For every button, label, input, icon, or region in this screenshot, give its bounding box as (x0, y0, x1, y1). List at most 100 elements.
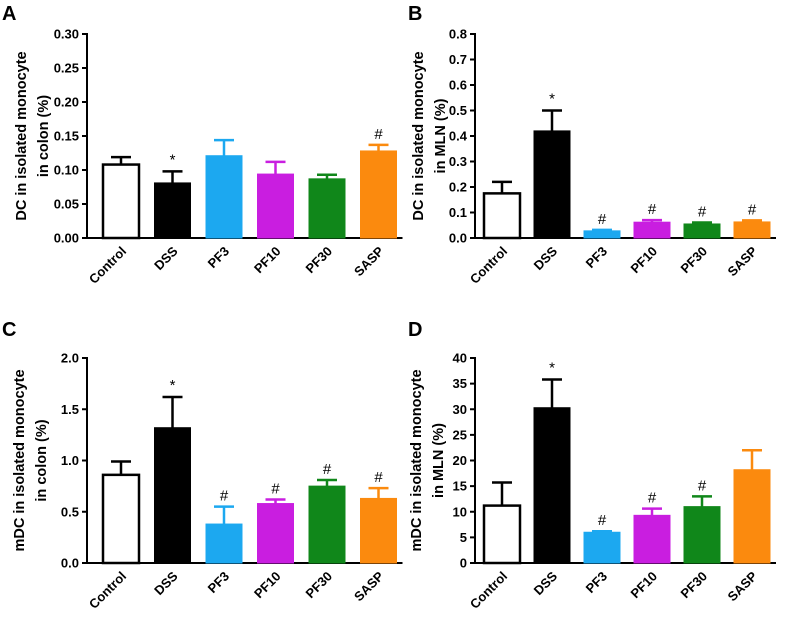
significance-mark-b-pf30: # (698, 203, 707, 220)
y-tick-label-d: 40 (453, 351, 467, 366)
category-label-d-control: Control (467, 569, 510, 612)
category-label-a-control: Control (86, 244, 129, 287)
bar-b-pf30 (683, 223, 721, 239)
bar-c-control (101, 473, 141, 565)
category-label-c-pf10: PF10 (251, 569, 284, 602)
y-tick-label-b: 0.2 (449, 180, 467, 195)
category-label-d-pf10: PF10 (628, 569, 661, 602)
category-label-c-sasp: SASP (351, 568, 387, 604)
bar-b-sasp (733, 221, 771, 239)
bar-d-sasp (733, 469, 771, 564)
significance-mark-b-pf10: # (648, 201, 657, 218)
category-label-b-dss: DSS (531, 243, 561, 273)
significance-mark-b-sasp: # (748, 201, 757, 218)
bar-a-dss (154, 182, 191, 239)
category-label-d-dss: DSS (531, 568, 561, 598)
panel-letter-b: B (408, 3, 422, 25)
y-tick-label-c: 0.0 (61, 556, 79, 571)
y-axis-label-a-1: DC in isolated monocyte (14, 51, 30, 220)
y-tick-label-d: 30 (453, 402, 467, 417)
y-axis-label-c-2: in colon (%) (34, 419, 50, 501)
y-tick-label-d: 15 (453, 479, 467, 494)
bar-c-pf10 (257, 503, 294, 564)
category-label-d-pf3: PF3 (583, 569, 610, 596)
bar-b-control (482, 192, 522, 240)
y-tick-label-d: 0 (460, 556, 467, 571)
significance-mark-b-dss: * (549, 91, 555, 108)
y-tick-label-d: 10 (453, 504, 467, 519)
y-tick-label-d: 35 (453, 376, 467, 391)
y-tick-label-a: 0.00 (54, 231, 79, 246)
bar-a-control (101, 163, 141, 240)
bar-d-pf30 (683, 506, 721, 564)
y-tick-label-b: 0.8 (449, 27, 467, 42)
category-label-c-pf30: PF30 (303, 569, 336, 602)
y-tick-label-a: 0.15 (54, 129, 79, 144)
panel-letter-d: D (408, 319, 422, 341)
y-tick-label-b: 0.3 (449, 154, 467, 169)
bar-d-pf3 (583, 531, 621, 564)
y-tick-label-a: 0.25 (54, 61, 79, 76)
category-label-a-pf30: PF30 (303, 244, 336, 277)
panel-letter-c: C (2, 319, 16, 341)
significance-mark-a-dss: * (170, 151, 176, 168)
bar-c-pf3 (205, 523, 243, 564)
y-axis-label-b-2: in MLN (%) (433, 98, 449, 173)
y-tick-label-c: 1.0 (61, 453, 79, 468)
y-tick-label-d: 25 (453, 427, 467, 442)
bar-a-pf3 (205, 155, 243, 239)
category-label-d-sasp: SASP (724, 568, 760, 604)
y-tick-label-a: 0.05 (54, 197, 79, 212)
significance-mark-c-pf30: # (323, 461, 332, 478)
significance-mark-a-sasp: # (374, 126, 383, 143)
y-tick-label-b: 0.5 (449, 103, 467, 118)
bar-a-pf30 (308, 178, 346, 239)
bar-a-sasp (360, 150, 397, 239)
bar-b-pf3 (583, 230, 621, 239)
y-tick-label-d: 20 (453, 453, 467, 468)
bar-d-control (482, 504, 522, 565)
significance-mark-d-pf10: # (648, 490, 657, 507)
y-axis-label-b-1: DC in isolated monocyte (411, 51, 427, 220)
bar-d-dss (533, 407, 571, 564)
category-label-a-dss: DSS (151, 243, 181, 273)
y-tick-label-a: 0.20 (54, 95, 79, 110)
significance-mark-c-pf10: # (271, 480, 280, 497)
significance-mark-d-pf3: # (598, 512, 607, 529)
y-tick-label-b: 0.7 (449, 52, 467, 67)
significance-mark-d-dss: * (549, 360, 555, 377)
category-label-a-pf10: PF10 (251, 244, 284, 277)
bar-c-pf30 (308, 485, 346, 564)
bar-b-pf10 (633, 221, 671, 239)
category-label-d-pf30: PF30 (678, 569, 711, 602)
y-tick-label-d: 5 (460, 530, 467, 545)
y-tick-label-c: 0.5 (61, 504, 79, 519)
category-label-c-pf3: PF3 (205, 569, 232, 596)
category-label-b-pf10: PF10 (628, 244, 661, 277)
y-tick-label-a: 0.10 (54, 163, 79, 178)
category-label-b-pf3: PF3 (583, 244, 610, 271)
bar-c-dss (154, 427, 191, 564)
bar-b-dss (533, 130, 571, 239)
y-tick-label-c: 2.0 (61, 351, 79, 366)
category-label-b-sasp: SASP (724, 243, 760, 279)
category-label-c-control: Control (86, 569, 129, 612)
significance-mark-c-sasp: # (374, 469, 383, 486)
panel-a: A DC in isolated monocyte in colon (%) 0.00… (2, 3, 403, 287)
significance-mark-d-pf30: # (698, 477, 707, 494)
y-tick-label-a: 0.30 (54, 27, 79, 42)
bar-a-pf10 (257, 173, 294, 239)
y-tick-label-c: 1.5 (61, 402, 79, 417)
y-tick-label-b: 0.6 (449, 78, 467, 93)
y-axis-label-d-2: in MLN (%) (431, 423, 447, 498)
y-tick-label-b: 0.1 (449, 205, 467, 220)
category-label-b-pf30: PF30 (678, 244, 711, 277)
significance-mark-b-pf3: # (598, 211, 607, 228)
y-axis-label-a-2: in colon (%) (36, 95, 52, 177)
panel-b: B DC in isolated monocyte in MLN (%) 0.0 0.1… (408, 3, 776, 287)
y-tick-label-b: 0.0 (449, 231, 467, 246)
significance-mark-c-pf3: # (220, 488, 229, 505)
